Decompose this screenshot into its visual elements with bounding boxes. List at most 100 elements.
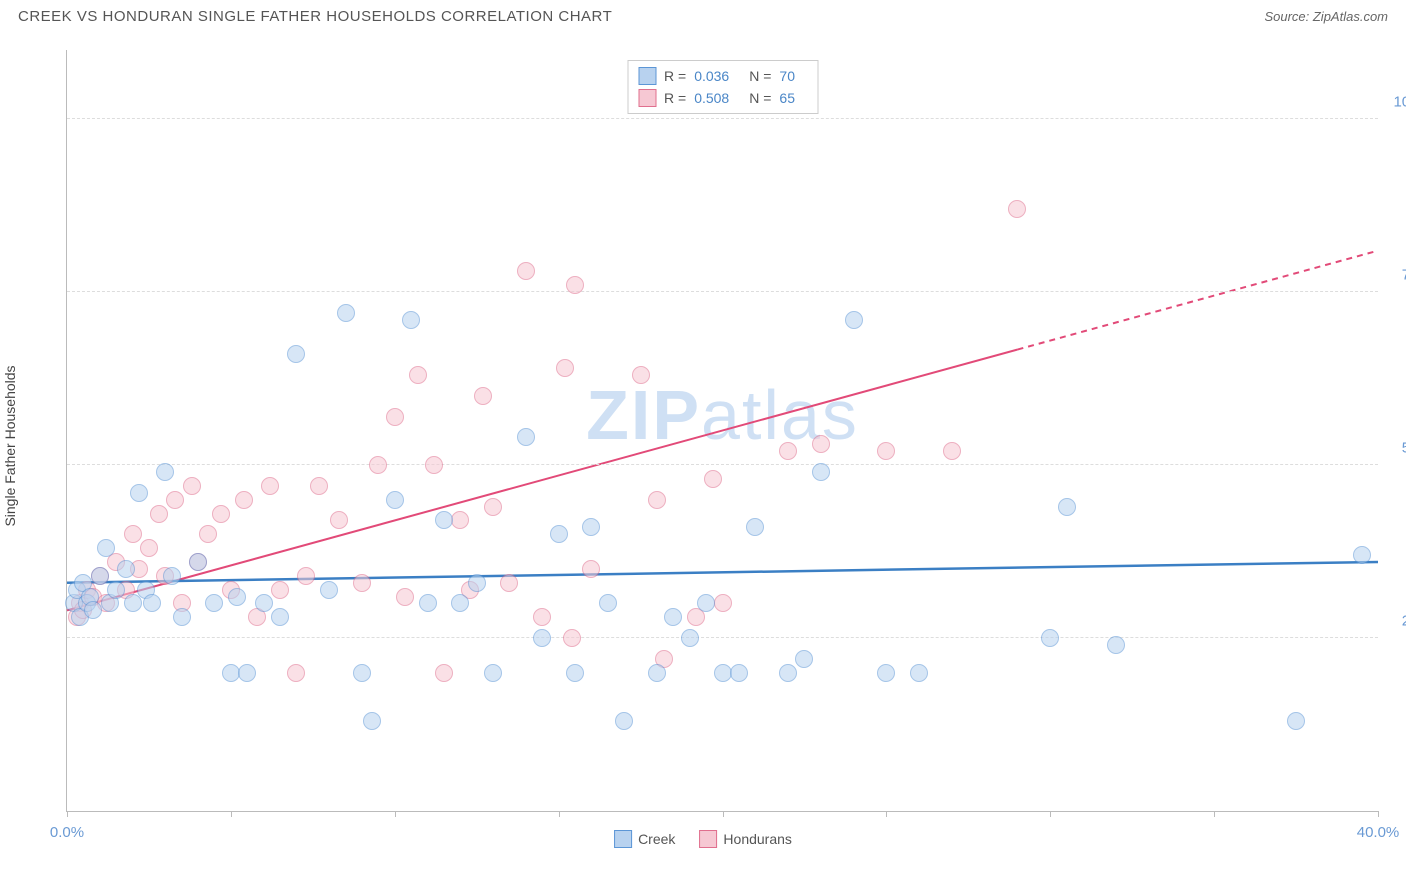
data-point-creek (681, 629, 699, 647)
data-point-hondurans (297, 567, 315, 585)
data-point-creek (1287, 712, 1305, 730)
chart-title: CREEK VS HONDURAN SINGLE FATHER HOUSEHOL… (18, 8, 612, 25)
legend-item-hondurans: Hondurans (699, 830, 792, 848)
data-point-creek (664, 608, 682, 626)
data-point-hondurans (386, 408, 404, 426)
data-point-hondurans (124, 525, 142, 543)
data-point-creek (97, 539, 115, 557)
data-point-hondurans (425, 456, 443, 474)
gridline (67, 291, 1378, 292)
data-point-hondurans (396, 588, 414, 606)
x-tick-label: 0.0% (50, 824, 84, 841)
data-point-creek (779, 664, 797, 682)
x-tick (67, 811, 68, 817)
data-point-creek (1353, 546, 1371, 564)
chart-area: Single Father Households ZIPatlas R = 0.… (18, 40, 1388, 852)
swatch-hondurans (699, 830, 717, 848)
source-attribution: Source: ZipAtlas.com (1264, 9, 1388, 24)
data-point-creek (615, 712, 633, 730)
data-point-creek (363, 712, 381, 730)
data-point-creek (648, 664, 666, 682)
data-point-hondurans (877, 442, 895, 460)
data-point-hondurans (556, 359, 574, 377)
legend-row-creek: R = 0.036 N = 70 (638, 65, 807, 87)
data-point-creek (163, 567, 181, 585)
data-point-creek (435, 511, 453, 529)
data-point-creek (222, 664, 240, 682)
y-tick-label: 2.5% (1402, 613, 1406, 630)
x-tick (559, 811, 560, 817)
data-point-creek (599, 594, 617, 612)
trend-line (1017, 251, 1378, 350)
data-point-creek (337, 304, 355, 322)
data-point-hondurans (212, 505, 230, 523)
data-point-creek (566, 664, 584, 682)
data-point-creek (468, 574, 486, 592)
data-point-creek (697, 594, 715, 612)
data-point-hondurans (235, 491, 253, 509)
n-value-hondurans: 65 (779, 90, 795, 106)
x-tick (1050, 811, 1051, 817)
data-point-creek (845, 311, 863, 329)
r-label: R = (664, 90, 686, 106)
data-point-creek (124, 594, 142, 612)
trend-line (67, 562, 1378, 583)
r-value-creek: 0.036 (694, 68, 729, 84)
data-point-creek (1107, 636, 1125, 654)
data-point-hondurans (150, 505, 168, 523)
trend-lines (67, 50, 1378, 811)
y-axis-label: Single Father Households (2, 365, 18, 526)
data-point-creek (714, 664, 732, 682)
data-point-creek (812, 463, 830, 481)
series-legend: Creek Hondurans (614, 830, 792, 848)
data-point-hondurans (199, 525, 217, 543)
data-point-creek (107, 581, 125, 599)
r-label: R = (664, 68, 686, 84)
data-point-creek (910, 664, 928, 682)
data-point-hondurans (500, 574, 518, 592)
data-point-creek (205, 594, 223, 612)
data-point-creek (517, 428, 535, 446)
data-point-creek (550, 525, 568, 543)
data-point-hondurans (484, 498, 502, 516)
n-label: N = (749, 90, 771, 106)
data-point-hondurans (369, 456, 387, 474)
data-point-creek (386, 491, 404, 509)
data-point-hondurans (183, 477, 201, 495)
x-tick (395, 811, 396, 817)
data-point-creek (1058, 498, 1076, 516)
y-tick-label: 7.5% (1402, 267, 1406, 284)
x-tick (231, 811, 232, 817)
data-point-creek (156, 463, 174, 481)
data-point-creek (287, 345, 305, 363)
data-point-hondurans (632, 366, 650, 384)
data-point-hondurans (353, 574, 371, 592)
x-tick (1378, 811, 1379, 817)
data-point-creek (533, 629, 551, 647)
data-point-creek (419, 594, 437, 612)
data-point-creek (130, 484, 148, 502)
data-point-hondurans (409, 366, 427, 384)
data-point-hondurans (517, 262, 535, 280)
x-tick-label: 40.0% (1357, 824, 1400, 841)
data-point-creek (402, 311, 420, 329)
data-point-hondurans (563, 629, 581, 647)
header-row: CREEK VS HONDURAN SINGLE FATHER HOUSEHOL… (0, 0, 1406, 29)
chart-container: { "header": { "title": "CREEK VS HONDURA… (0, 0, 1406, 892)
data-point-creek (877, 664, 895, 682)
data-point-hondurans (261, 477, 279, 495)
data-point-hondurans (140, 539, 158, 557)
legend-item-creek: Creek (614, 830, 675, 848)
data-point-creek (746, 518, 764, 536)
data-point-hondurans (714, 594, 732, 612)
data-point-hondurans (271, 581, 289, 599)
data-point-creek (320, 581, 338, 599)
data-point-creek (795, 650, 813, 668)
data-point-hondurans (533, 608, 551, 626)
data-point-hondurans (435, 664, 453, 682)
y-tick-label: 5.0% (1402, 440, 1406, 457)
data-point-creek (582, 518, 600, 536)
data-point-hondurans (310, 477, 328, 495)
data-point-hondurans (582, 560, 600, 578)
x-tick (886, 811, 887, 817)
